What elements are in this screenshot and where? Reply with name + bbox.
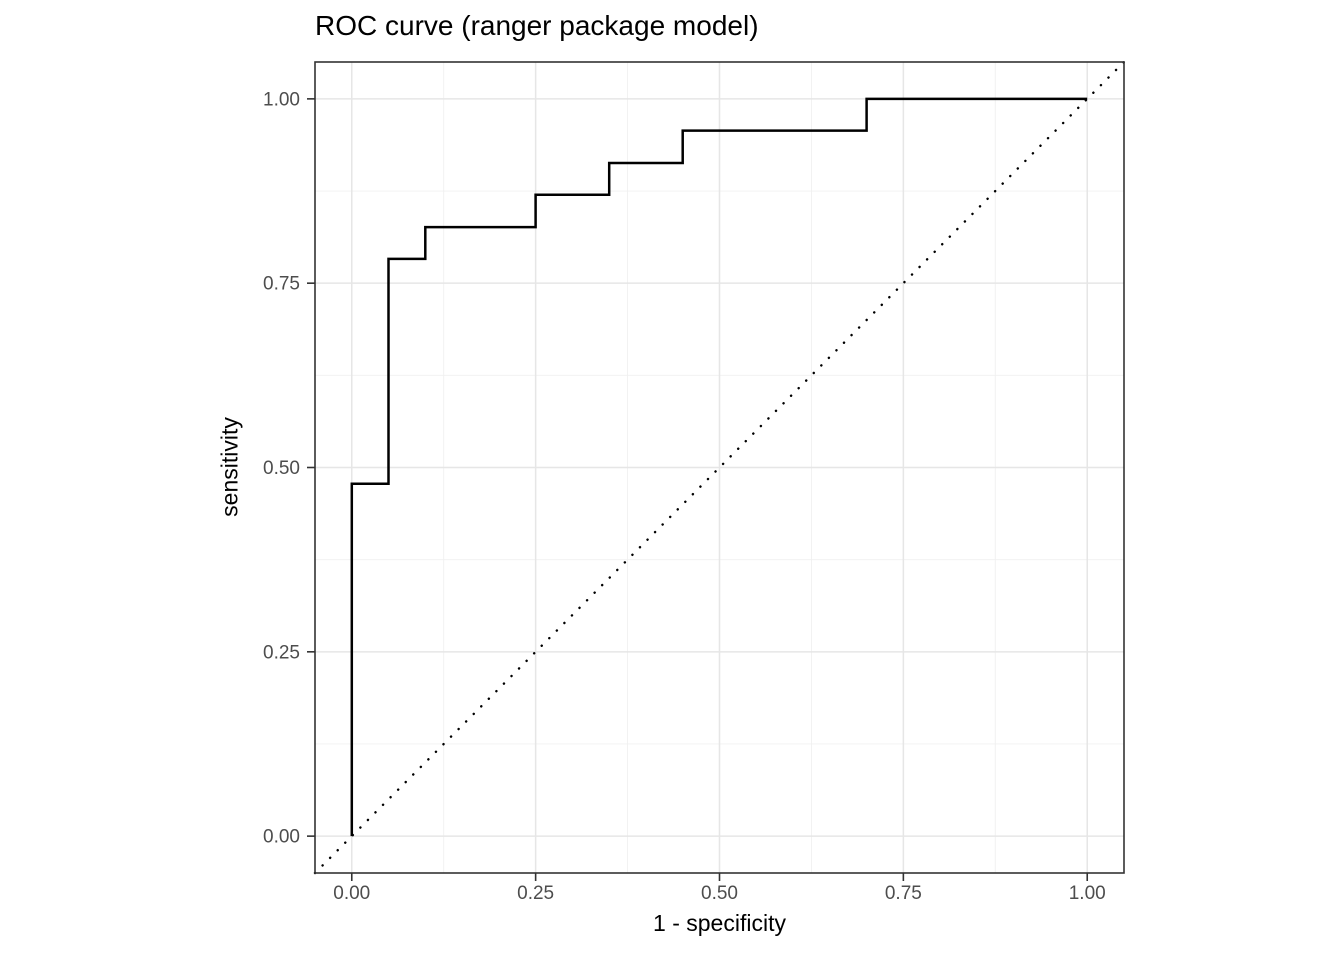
x-tick-label: 0.75 xyxy=(885,883,922,904)
roc-curve-line xyxy=(350,97,1088,837)
y-tick-label: 0.50 xyxy=(263,458,300,479)
y-axis-title: sensitivity xyxy=(216,417,243,517)
y-tick-label: 0.25 xyxy=(263,642,300,663)
x-tick-label: 0.50 xyxy=(701,883,738,904)
chart-title: ROC curve (ranger package model) xyxy=(315,10,759,41)
x-tick-label: 0.25 xyxy=(517,883,554,904)
y-tick-label: 0.75 xyxy=(263,274,300,295)
y-tick-label: 0.00 xyxy=(263,827,300,848)
x-axis-title: 1 - specificity xyxy=(653,910,786,936)
x-tick-label: 1.00 xyxy=(1069,883,1106,904)
x-tick-label: 0.00 xyxy=(333,883,370,904)
y-tick-label: 1.00 xyxy=(263,89,300,110)
